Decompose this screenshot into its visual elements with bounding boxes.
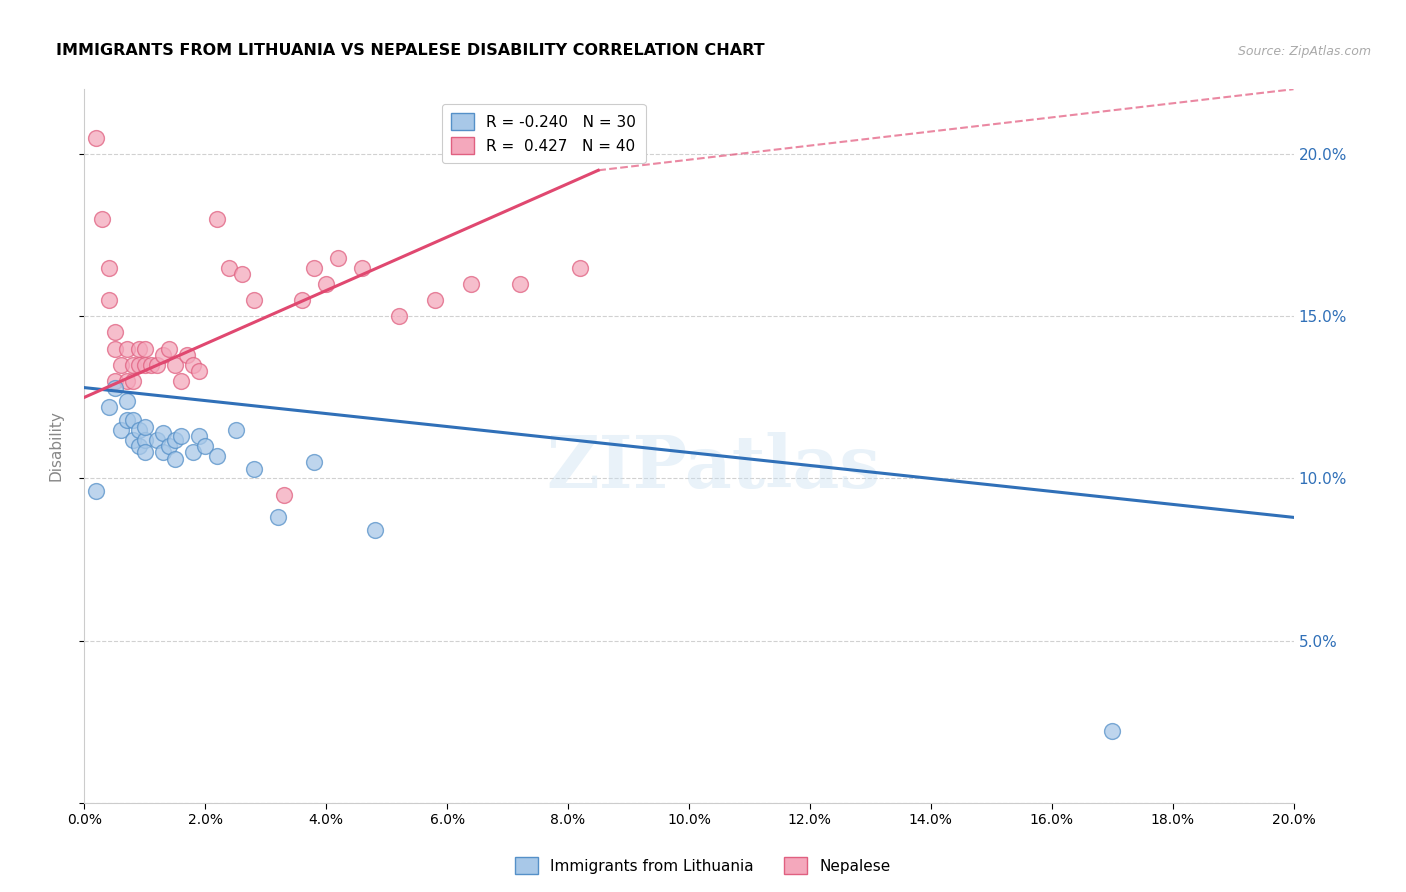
Point	[165, 433, 187, 447]
Point	[97, 260, 120, 275]
Point	[134, 445, 156, 459]
Point	[115, 374, 138, 388]
Point	[225, 423, 247, 437]
Y-axis label: Disability: Disability	[49, 410, 63, 482]
Point	[242, 461, 264, 475]
Point	[242, 293, 264, 307]
Point	[157, 439, 180, 453]
Point	[86, 484, 108, 499]
Point	[157, 342, 180, 356]
Point	[128, 358, 150, 372]
Point	[146, 433, 169, 447]
Point	[134, 419, 156, 434]
Point	[128, 423, 150, 437]
Point	[352, 260, 374, 275]
Point	[139, 358, 162, 372]
Point	[86, 131, 108, 145]
Point	[170, 429, 193, 443]
Point	[121, 358, 143, 372]
Point	[460, 277, 482, 291]
Point	[509, 277, 531, 291]
Point	[152, 425, 174, 440]
Point	[121, 413, 143, 427]
Legend: R = -0.240   N = 30, R =  0.427   N = 40: R = -0.240 N = 30, R = 0.427 N = 40	[441, 104, 645, 163]
Point	[97, 400, 120, 414]
Point	[218, 260, 240, 275]
Point	[569, 260, 592, 275]
Point	[104, 342, 127, 356]
Point	[134, 342, 156, 356]
Point	[91, 211, 114, 226]
Point	[165, 358, 187, 372]
Point	[110, 358, 132, 372]
Point	[115, 413, 138, 427]
Point	[302, 455, 325, 469]
Point	[146, 358, 169, 372]
Point	[273, 488, 295, 502]
Point	[170, 374, 193, 388]
Legend: Immigrants from Lithuania, Nepalese: Immigrants from Lithuania, Nepalese	[509, 851, 897, 880]
Point	[176, 348, 198, 362]
Point	[121, 433, 143, 447]
Point	[188, 429, 211, 443]
Point	[110, 423, 132, 437]
Point	[181, 358, 204, 372]
Point	[181, 445, 204, 459]
Point	[152, 348, 174, 362]
Point	[207, 211, 229, 226]
Point	[134, 433, 156, 447]
Point	[134, 358, 156, 372]
Point	[128, 342, 150, 356]
Point	[104, 381, 127, 395]
Text: Source: ZipAtlas.com: Source: ZipAtlas.com	[1237, 45, 1371, 58]
Point	[207, 449, 229, 463]
Point	[363, 524, 385, 538]
Point	[165, 452, 187, 467]
Point	[267, 510, 290, 524]
Point	[291, 293, 314, 307]
Point	[388, 310, 411, 324]
Point	[115, 393, 138, 408]
Point	[188, 364, 211, 378]
Point	[97, 293, 120, 307]
Point	[1101, 724, 1123, 739]
Point	[104, 374, 127, 388]
Point	[315, 277, 337, 291]
Point	[302, 260, 325, 275]
Point	[104, 326, 127, 340]
Point	[128, 439, 150, 453]
Point	[115, 342, 138, 356]
Point	[231, 267, 253, 281]
Point	[328, 251, 350, 265]
Point	[423, 293, 446, 307]
Point	[121, 374, 143, 388]
Text: IMMIGRANTS FROM LITHUANIA VS NEPALESE DISABILITY CORRELATION CHART: IMMIGRANTS FROM LITHUANIA VS NEPALESE DI…	[56, 43, 765, 58]
Text: ZIPatlas: ZIPatlas	[546, 432, 880, 503]
Point	[152, 445, 174, 459]
Point	[194, 439, 217, 453]
